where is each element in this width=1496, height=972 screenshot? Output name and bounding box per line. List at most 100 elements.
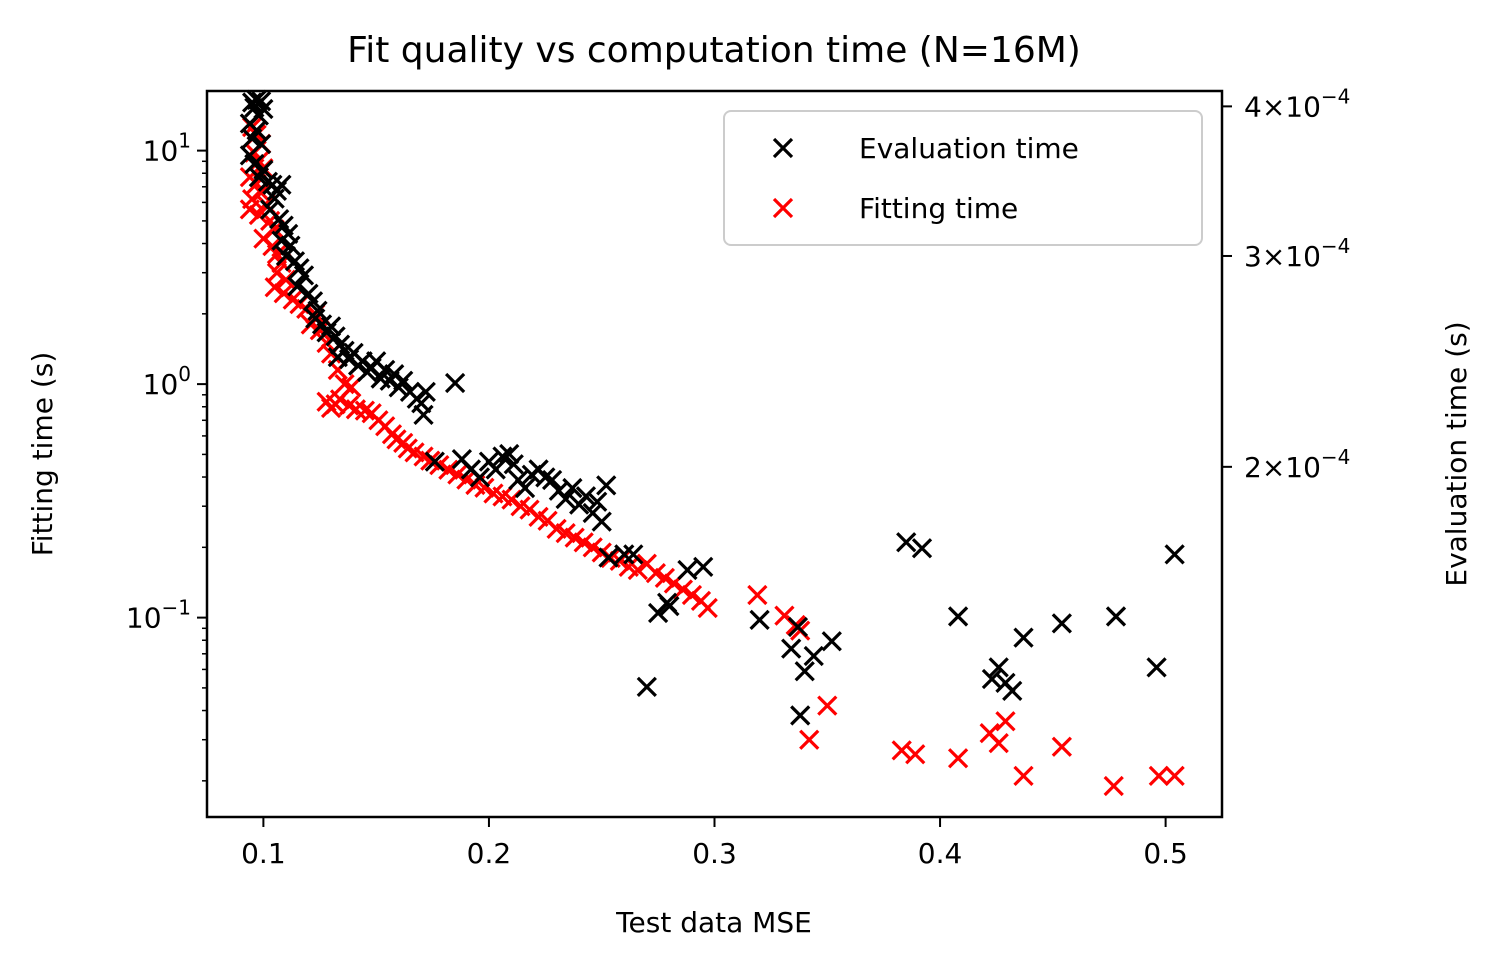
data-point	[1105, 606, 1127, 627]
legend-label-evaluation: Evaluation time	[859, 132, 1079, 165]
data-point	[575, 486, 597, 507]
y-tick-label: 10−1	[126, 596, 191, 635]
y-axis-label: Fitting time (s)	[26, 352, 59, 557]
data-point	[514, 477, 536, 499]
data-point	[469, 467, 491, 488]
legend-cross	[772, 137, 794, 159]
data-point	[1148, 765, 1169, 787]
legend-label-fitting: Fitting time	[859, 192, 1018, 225]
data-point	[587, 491, 608, 512]
data-point	[264, 188, 285, 209]
data-point	[244, 153, 265, 175]
legend-box	[723, 110, 1203, 246]
data-point	[790, 705, 811, 726]
data-point	[555, 488, 576, 510]
data-point	[415, 381, 436, 403]
data-point	[749, 609, 770, 631]
x-axis-label: Test data MSE	[615, 906, 812, 939]
data-point	[799, 729, 820, 750]
data-point	[821, 631, 842, 652]
y-tick-label: 100	[143, 362, 191, 401]
data-point	[309, 320, 330, 341]
y-axis-right: 2×10−4 3×10−4 4×10−4	[1222, 84, 1350, 484]
data-point	[787, 616, 809, 638]
data-point	[614, 544, 635, 565]
x-tick-label: 0.5	[1143, 837, 1188, 870]
data-point	[241, 128, 263, 149]
legend-marker-fitting-icon	[772, 197, 794, 219]
data-point	[413, 404, 434, 426]
x-tick-label: 0.3	[692, 837, 737, 870]
legend-marker-evaluation-icon	[772, 137, 794, 159]
data-point	[384, 364, 405, 385]
data-point	[1051, 613, 1072, 634]
data-point	[320, 316, 342, 337]
data-point	[562, 477, 583, 499]
y2-tick-label: 2×10−4	[1244, 445, 1350, 484]
x-tick-label: 0.1	[241, 837, 286, 870]
data-point	[1103, 775, 1124, 797]
data-point	[636, 676, 657, 698]
data-point	[424, 451, 445, 472]
data-point	[598, 547, 619, 568]
data-point	[803, 645, 824, 667]
data-point	[995, 711, 1016, 732]
data-point	[271, 174, 292, 195]
data-point	[591, 511, 612, 532]
data-point	[654, 567, 676, 588]
data-point	[1002, 680, 1023, 701]
data-point	[747, 584, 768, 606]
data-point	[329, 389, 351, 410]
x-tick-label: 0.4	[918, 837, 963, 870]
data-point	[1164, 544, 1185, 565]
data-point	[239, 199, 260, 220]
data-point	[503, 454, 524, 475]
series-evaluation	[239, 89, 1185, 726]
y2-tick-label: 3×10−4	[1244, 234, 1350, 273]
data-point	[911, 538, 933, 559]
y-axis-left: 10−1 100 101	[126, 129, 207, 782]
x-axis: 0.1 0.2 0.3 0.4 0.5	[241, 817, 1188, 870]
data-point	[492, 446, 513, 467]
data-point	[891, 740, 912, 761]
data-point	[697, 597, 718, 619]
data-point	[444, 372, 466, 394]
data-point	[681, 584, 703, 606]
data-point	[905, 744, 926, 765]
legend-cross	[772, 197, 794, 219]
y-tick-label: 101	[143, 129, 191, 168]
data-point	[781, 638, 802, 659]
chart-title: Fit quality vs computation time (N=16M)	[347, 30, 1081, 71]
data-point	[1013, 765, 1034, 787]
data-point	[1051, 736, 1072, 757]
data-point	[596, 475, 617, 496]
data-point	[474, 477, 495, 498]
x-tick-label: 0.2	[467, 837, 512, 870]
data-point	[981, 668, 1003, 690]
data-point	[672, 579, 694, 600]
data-point	[947, 606, 969, 627]
data-point	[354, 400, 376, 421]
y2-tick-label: 4×10−4	[1244, 84, 1350, 123]
data-point	[287, 276, 308, 297]
data-point	[248, 204, 270, 226]
data-point	[659, 596, 680, 617]
data-point	[896, 532, 917, 553]
data-point	[947, 748, 969, 769]
data-point	[623, 544, 644, 565]
data-point	[1164, 765, 1185, 787]
data-point	[817, 695, 838, 716]
data-point	[541, 469, 563, 491]
data-point	[273, 283, 294, 304]
data-point	[693, 556, 714, 578]
data-point	[988, 733, 1009, 754]
data-point	[393, 370, 414, 391]
data-point	[677, 559, 698, 581]
data-point	[988, 657, 1009, 678]
data-point	[794, 661, 815, 682]
legend: Evaluation time Fitting time	[723, 110, 1203, 246]
data-point	[499, 443, 520, 465]
y2-axis-label: Evaluation time (s)	[1440, 321, 1473, 586]
data-point	[1146, 657, 1167, 678]
